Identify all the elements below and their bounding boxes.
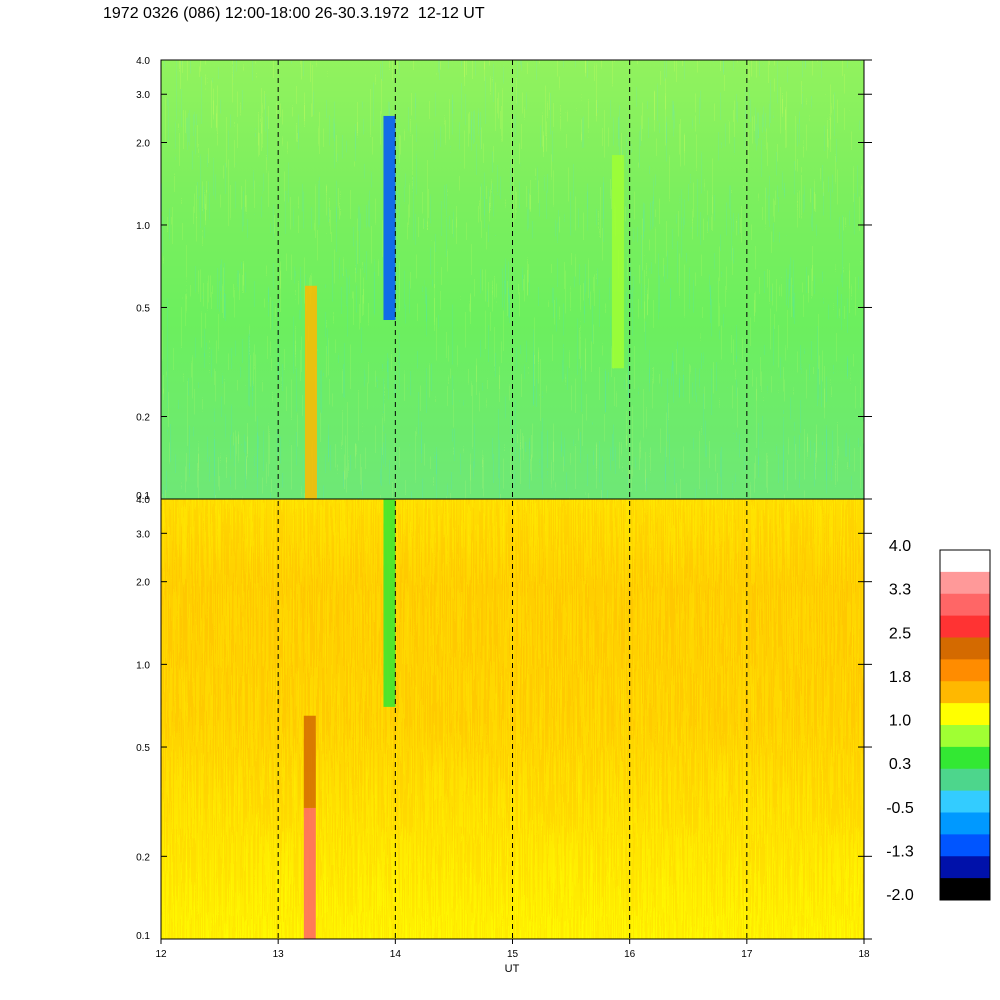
feature-band-upper-2	[611, 155, 624, 369]
colorbar-swatch	[940, 790, 990, 813]
feature-band-lower-0	[303, 807, 316, 939]
colorbar-swatch	[940, 746, 990, 770]
y-tick-label: 4.0	[136, 56, 150, 67]
x-tick-label: 14	[390, 949, 402, 960]
y-tick-label: 0.2	[136, 852, 150, 863]
y-tick-label: 0.2	[136, 413, 150, 424]
colorbar-swatch	[940, 593, 990, 617]
colorbar-swatch	[940, 856, 990, 879]
colorbar-swatch	[940, 878, 990, 901]
colorbar-swatch	[940, 571, 990, 595]
colorbar-swatch	[940, 615, 990, 638]
feature-band-lower-2	[383, 499, 396, 707]
y-tick-label: 0.1	[136, 931, 150, 942]
x-tick-label: 17	[741, 949, 753, 960]
x-tick-label: 15	[507, 949, 519, 960]
colorbar-label: -2.0	[886, 887, 914, 904]
colorbar-label: 2.5	[889, 625, 911, 642]
chart-title: 1972 0326 (086) 12:00-18:00 26-30.3.1972…	[103, 5, 485, 22]
x-axis-label: UT	[505, 963, 520, 975]
colorbar-label: 1.8	[889, 669, 911, 686]
colorbar-swatch	[940, 550, 990, 573]
colorbar-frame	[939, 549, 991, 901]
colorbar-label: -1.3	[886, 843, 914, 860]
x-tick-label: 12	[155, 949, 167, 960]
colorbar-label: 3.3	[889, 582, 911, 599]
y-tick-label: 0.5	[136, 303, 150, 314]
colorbar-label: 1.0	[889, 713, 911, 730]
colorbar-swatch	[940, 834, 990, 857]
colorbar-swatch	[940, 768, 990, 792]
y-tick-label: 1.0	[136, 660, 150, 671]
colorbar-swatch	[940, 681, 990, 704]
colorbar-label: 0.3	[889, 756, 911, 773]
y-tick-label: 0.5	[136, 743, 150, 754]
y-tick-label: 2.0	[136, 578, 150, 589]
y-tick-label: 2.0	[136, 138, 150, 149]
y-tick-label: 3.0	[136, 529, 150, 540]
x-tick-label: 16	[624, 949, 636, 960]
y-tick-label: 1.0	[136, 221, 150, 232]
y-tick-label: 3.0	[136, 90, 150, 101]
y-tick-label: 0.1	[136, 491, 150, 502]
colorbar-label: -0.5	[886, 800, 914, 817]
colorbar-swatch	[940, 637, 990, 660]
colorbar-swatch	[940, 703, 990, 726]
colorbar-label: 4.0	[889, 538, 911, 555]
feature-band-upper-0	[304, 285, 317, 499]
feature-band-lower-1	[303, 715, 316, 808]
colorbar-swatch	[940, 812, 990, 835]
feature-band-upper-1	[383, 115, 396, 321]
colorbar-swatch	[940, 725, 990, 748]
colorbar: 4.0 3.3 2.5 1.8 1.0 0.3 -0.5 -1.3 -2.0	[886, 538, 991, 904]
x-tick-label: 13	[273, 949, 285, 960]
colorbar-swatch	[940, 659, 990, 682]
x-tick-label: 18	[858, 949, 870, 960]
y-tick-label: 4.0	[136, 495, 150, 506]
